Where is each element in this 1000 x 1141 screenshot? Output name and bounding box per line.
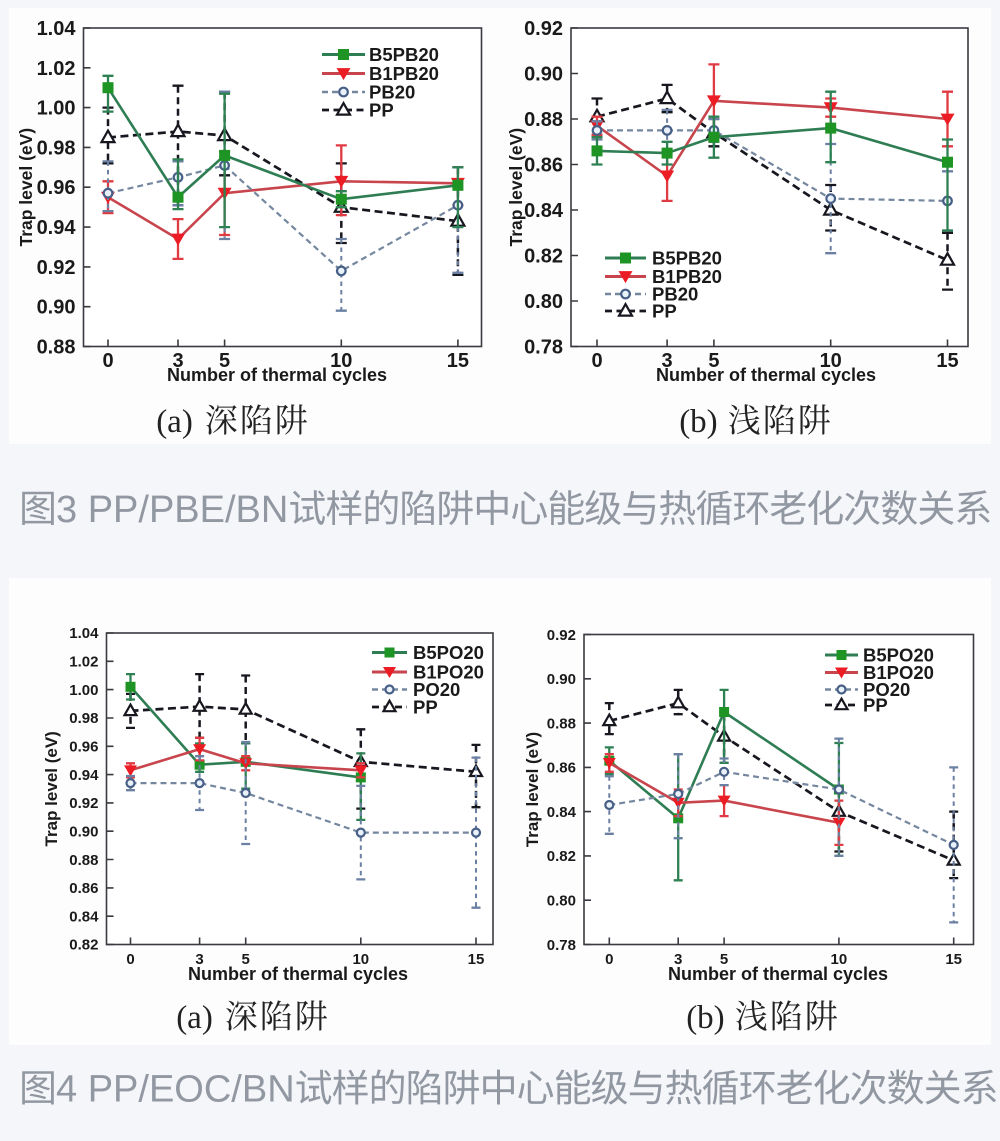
svg-text:0: 0 [102, 350, 113, 372]
svg-text:0.84: 0.84 [524, 200, 564, 222]
svg-text:10: 10 [831, 951, 848, 968]
svg-text:15: 15 [468, 951, 485, 968]
svg-text:PP: PP [369, 100, 394, 121]
svg-text:0.98: 0.98 [37, 137, 76, 159]
svg-text:Number of thermal cycles: Number of thermal cycles [188, 964, 408, 984]
svg-text:B5PB20: B5PB20 [652, 248, 722, 269]
svg-text:0.88: 0.88 [547, 715, 576, 732]
svg-text:0.86: 0.86 [69, 880, 98, 897]
svg-text:1.02: 1.02 [69, 654, 98, 671]
svg-text:Trap level (eV): Trap level (eV) [523, 732, 542, 847]
svg-text:Trap level (eV): Trap level (eV) [506, 128, 526, 247]
svg-text:B1PB20: B1PB20 [369, 63, 439, 84]
svg-text:0.90: 0.90 [69, 824, 98, 841]
svg-text:0.92: 0.92 [547, 627, 576, 644]
svg-text:Number of thermal cycles: Number of thermal cycles [668, 964, 888, 984]
svg-text:(a): (a) [176, 1000, 213, 1036]
svg-text:PO20: PO20 [413, 679, 460, 700]
svg-text:0.88: 0.88 [69, 852, 98, 869]
svg-text:3 PP/PBE/BN: 3 PP/PBE/BN [56, 489, 288, 531]
svg-text:0.94: 0.94 [69, 767, 99, 784]
svg-text:0: 0 [605, 951, 613, 968]
svg-text:Number of thermal cycles: Number of thermal cycles [167, 365, 387, 385]
svg-text:PP: PP [863, 695, 888, 716]
svg-text:3: 3 [662, 350, 673, 372]
svg-text:1.00: 1.00 [37, 98, 76, 120]
svg-text:PB20: PB20 [369, 82, 415, 103]
svg-text:0.92: 0.92 [524, 18, 563, 40]
svg-text:1.00: 1.00 [69, 682, 98, 699]
svg-text:B1PB20: B1PB20 [652, 266, 722, 287]
svg-text:3: 3 [674, 951, 682, 968]
svg-text:0.80: 0.80 [524, 291, 563, 313]
svg-text:PP: PP [652, 301, 677, 322]
svg-text:B5PB20: B5PB20 [369, 44, 439, 65]
svg-text:0.96: 0.96 [37, 177, 76, 199]
svg-text:5: 5 [708, 350, 719, 372]
svg-text:(b): (b) [686, 1000, 724, 1036]
svg-text:PB20: PB20 [652, 284, 698, 305]
svg-text:5: 5 [242, 951, 250, 968]
svg-text:0.82: 0.82 [69, 937, 98, 954]
svg-text:0.78: 0.78 [524, 337, 563, 359]
svg-text:B1PO20: B1PO20 [413, 662, 484, 683]
svg-text:0.78: 0.78 [547, 937, 576, 954]
svg-text:5: 5 [720, 951, 728, 968]
svg-text:0.88: 0.88 [37, 337, 76, 359]
svg-text:Trap level (eV): Trap level (eV) [16, 128, 36, 247]
svg-text:0.90: 0.90 [547, 671, 576, 688]
svg-text:10: 10 [352, 951, 369, 968]
svg-text:5: 5 [219, 350, 230, 372]
svg-text:B5PO20: B5PO20 [863, 645, 934, 666]
svg-text:0.86: 0.86 [547, 760, 576, 777]
svg-text:Number of thermal cycles: Number of thermal cycles [656, 365, 876, 385]
svg-text:0.82: 0.82 [547, 848, 576, 865]
svg-text:10: 10 [820, 350, 842, 372]
svg-text:Trap level (eV): Trap level (eV) [42, 731, 61, 846]
svg-text:0.84: 0.84 [69, 908, 99, 925]
svg-text:10: 10 [330, 350, 352, 372]
svg-text:0.80: 0.80 [547, 893, 576, 910]
svg-text:0.88: 0.88 [524, 109, 563, 131]
svg-text:4 PP/EOC/BN: 4 PP/EOC/BN [56, 1069, 295, 1111]
svg-text:B5PO20: B5PO20 [413, 642, 484, 663]
svg-text:1.04: 1.04 [69, 625, 99, 642]
svg-text:0.92: 0.92 [37, 257, 76, 279]
svg-text:PP: PP [413, 697, 438, 718]
svg-text:(a): (a) [156, 404, 193, 440]
svg-text:0: 0 [591, 350, 602, 372]
svg-text:0.98: 0.98 [69, 710, 98, 727]
svg-text:15: 15 [447, 350, 469, 372]
svg-text:B1PO20: B1PO20 [863, 662, 934, 683]
svg-text:0.90: 0.90 [37, 297, 76, 319]
svg-text:(b): (b) [679, 404, 717, 440]
svg-text:3: 3 [172, 350, 183, 372]
svg-text:0.92: 0.92 [69, 795, 98, 812]
svg-text:15: 15 [945, 951, 962, 968]
svg-text:0.94: 0.94 [37, 217, 77, 239]
svg-text:15: 15 [936, 350, 958, 372]
svg-text:PO20: PO20 [863, 679, 910, 700]
svg-text:0.90: 0.90 [524, 64, 563, 86]
svg-text:1.04: 1.04 [37, 18, 77, 40]
svg-text:0.82: 0.82 [524, 246, 563, 268]
svg-text:0: 0 [126, 951, 134, 968]
svg-text:0.96: 0.96 [69, 739, 98, 756]
svg-text:0.86: 0.86 [524, 155, 563, 177]
svg-text:1.02: 1.02 [37, 58, 76, 80]
svg-text:3: 3 [195, 951, 203, 968]
svg-text:0.84: 0.84 [547, 804, 577, 821]
